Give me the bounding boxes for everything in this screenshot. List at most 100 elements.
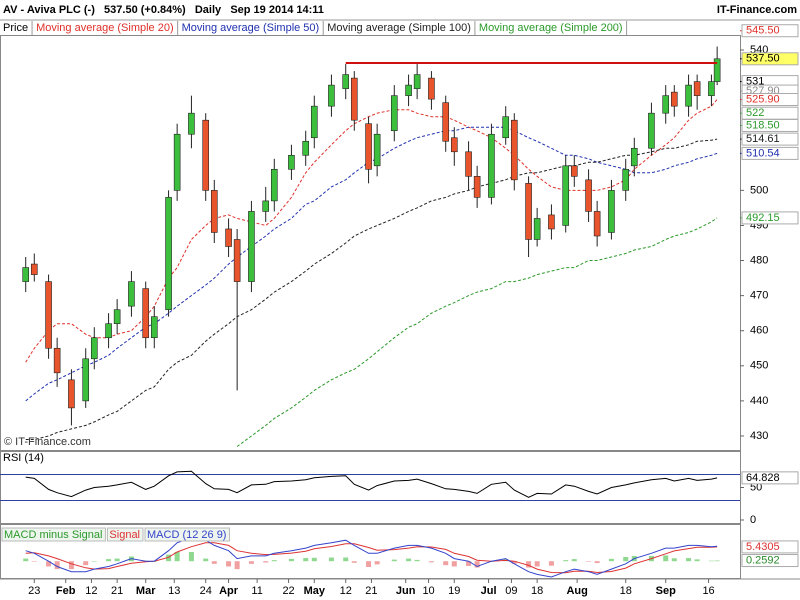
candle-body	[302, 140, 310, 156]
candle-body	[562, 165, 570, 226]
candle-body	[113, 309, 121, 324]
moving-average-line	[25, 126, 718, 402]
x-tick-label: 12	[340, 585, 352, 597]
histogram-bar	[671, 558, 677, 562]
histogram-bar	[271, 560, 277, 562]
moving-average-line	[236, 217, 718, 447]
candle-body	[342, 74, 350, 89]
value-label: 522	[746, 107, 764, 119]
value-label: 545.50	[746, 25, 780, 37]
candle-body	[648, 112, 655, 149]
histogram-bar	[443, 561, 449, 566]
histogram-bar	[31, 561, 37, 562]
x-tick-label: Sep	[656, 585, 676, 597]
value-label: 5.4305	[746, 541, 780, 553]
y-tick-label: 430	[750, 430, 768, 442]
histogram-bar	[466, 561, 472, 566]
candle-body	[713, 58, 721, 82]
candle-body	[622, 169, 630, 191]
x-tick-label: Apr	[219, 585, 239, 597]
y-tick-label: 480	[750, 254, 768, 266]
histogram-bar	[248, 561, 254, 564]
candle-body	[510, 119, 518, 181]
histogram-bar	[188, 552, 194, 562]
histogram-bar	[708, 560, 714, 562]
candle-body	[488, 133, 495, 198]
y-tick-label: 500	[750, 184, 768, 196]
moving-average-line	[25, 99, 718, 363]
x-tick-label: 11	[251, 585, 262, 597]
candle-body	[693, 81, 701, 96]
value-label-box	[741, 211, 799, 225]
value-label-box	[741, 554, 799, 568]
value-label: 514.61	[746, 133, 780, 145]
histogram-bar	[451, 561, 457, 567]
histogram-bar	[166, 554, 172, 562]
candle-body	[502, 116, 510, 139]
value-label: 518.50	[746, 119, 780, 131]
y-tick-label: 450	[750, 360, 768, 372]
candle-body	[188, 112, 195, 135]
candle-body	[630, 147, 638, 167]
x-tick-label: 24	[200, 585, 212, 597]
panel-plot	[22, 46, 721, 447]
candle-body	[670, 91, 678, 107]
legend-background	[106, 527, 144, 542]
candle-body	[210, 190, 218, 233]
candle-body	[22, 267, 30, 282]
histogram-bar	[526, 561, 532, 568]
histogram-bar	[571, 559, 577, 562]
x-tick-label: 18	[531, 585, 543, 597]
rsi-line	[25, 470, 718, 498]
candle-body	[105, 323, 112, 339]
x-tick-label: Jun	[396, 585, 416, 597]
value-label: 531	[746, 76, 764, 88]
x-tick-label: 12	[85, 585, 97, 597]
histogram-bar	[234, 561, 240, 570]
x-tick-label: 10	[422, 585, 434, 597]
candle-body	[288, 154, 295, 170]
histogram-bar	[328, 557, 334, 562]
histogram-bar	[714, 560, 720, 562]
candle-body	[165, 197, 172, 310]
value-label-box	[741, 540, 799, 554]
candle-body	[365, 123, 372, 170]
candle-body	[310, 105, 318, 139]
candle-body	[82, 358, 90, 402]
candle-body	[390, 95, 398, 132]
candle-body	[373, 133, 381, 167]
candle-body	[525, 183, 532, 240]
candle-body	[450, 137, 458, 153]
candle-body	[90, 337, 98, 360]
legend-background	[144, 527, 230, 542]
x-tick-label: 21	[111, 585, 123, 597]
panel-plot	[23, 536, 720, 578]
x-tick-label: Feb	[56, 585, 76, 597]
x-tick-label: 22	[282, 585, 294, 597]
x-tick-label: 16	[702, 585, 714, 597]
histogram-bar	[511, 561, 517, 564]
candle-body	[593, 211, 601, 237]
histogram-bar	[311, 557, 317, 562]
candle-body	[68, 379, 75, 409]
value-label-box	[741, 93, 799, 107]
value-label: 0.2592	[746, 554, 780, 566]
histogram-bar	[663, 555, 669, 562]
candle-body	[465, 151, 472, 177]
value-label: 510.54	[746, 147, 780, 159]
candle-body	[428, 77, 435, 100]
candle-body	[142, 288, 150, 339]
candle-body	[128, 281, 135, 307]
candle-body	[413, 74, 421, 89]
histogram-bar	[594, 561, 600, 564]
candle-body	[233, 239, 241, 282]
histogram-bar	[54, 561, 60, 570]
histogram-bar	[623, 557, 629, 562]
legend-entry: MACD minus Signal	[4, 529, 102, 541]
histogram-bar	[288, 558, 294, 562]
y-tick-label: 440	[750, 395, 768, 407]
histogram-bar	[686, 558, 692, 562]
candle-body	[45, 281, 52, 349]
